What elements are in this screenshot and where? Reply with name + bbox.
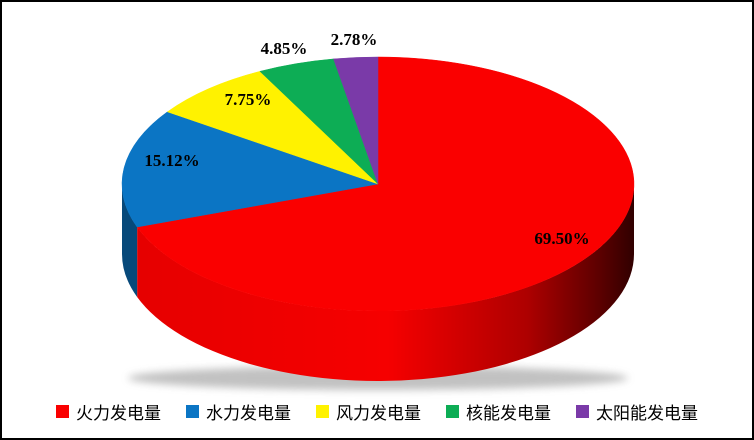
pie-slice-风力发电量	[166, 71, 379, 185]
pie-side-水力发电量	[122, 184, 138, 298]
legend-item-4: 核能发电量	[446, 399, 551, 424]
legend-item-2: 水力发电量	[186, 399, 291, 424]
legend-swatch-icon	[186, 404, 199, 418]
legend-swatch-icon	[56, 404, 69, 418]
slice-label-水力发电量: 15.12%	[144, 151, 199, 170]
legend-label: 太阳能发电量	[596, 403, 698, 423]
legend-label: 风力发电量	[336, 403, 421, 423]
pie-slice-水力发电量	[121, 111, 379, 228]
slice-label-太阳能发电量: 2.78%	[331, 30, 378, 49]
legend-label: 火力发电量	[76, 403, 161, 423]
legend-swatch-icon	[316, 404, 329, 418]
pie-slice-太阳能发电量	[333, 56, 379, 185]
legend-swatch-icon	[576, 404, 589, 418]
chart-legend: 火力发电量 水力发电量 风力发电量 核能发电量 太阳能发电量	[2, 398, 752, 424]
legend-item-5: 太阳能发电量	[576, 399, 698, 424]
legend-label: 水力发电量	[206, 403, 291, 423]
legend-item-3: 风力发电量	[316, 399, 421, 424]
legend-item-1: 火力发电量	[56, 399, 161, 424]
legend-swatch-icon	[446, 404, 459, 418]
legend-label: 核能发电量	[466, 403, 551, 423]
slice-label-核能发电量: 4.85%	[261, 39, 308, 58]
slice-label-火力发电量: 69.50%	[534, 229, 589, 248]
pie-slice-火力发电量	[136, 56, 635, 312]
slice-label-风力发电量: 7.75%	[225, 90, 272, 109]
pie-side-火力发电量	[137, 184, 634, 382]
